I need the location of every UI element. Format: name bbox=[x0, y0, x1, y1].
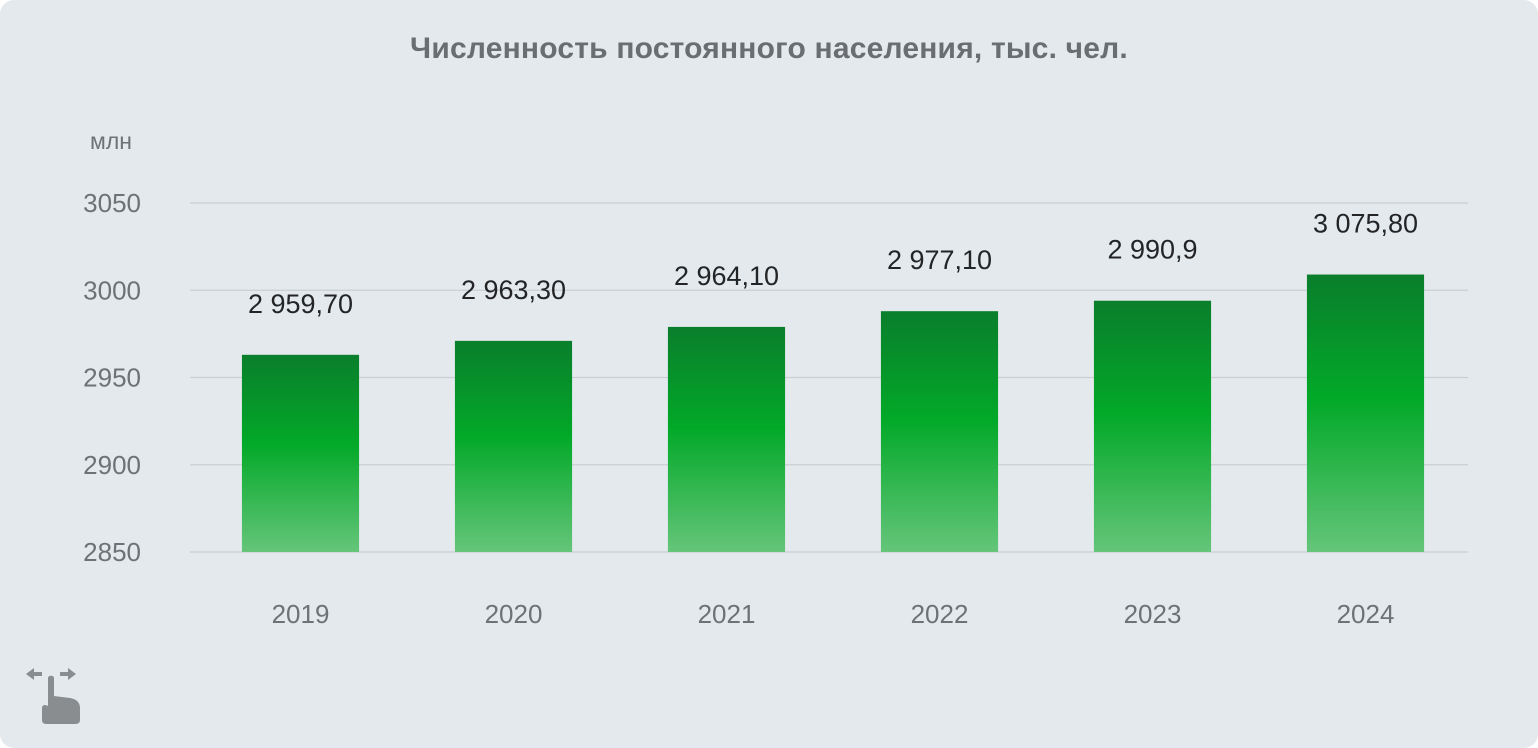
data-label-2024: 3 075,80 bbox=[1313, 209, 1418, 239]
data-label-2021: 2 964,10 bbox=[674, 261, 779, 291]
y-tick-label: 3050 bbox=[83, 188, 141, 218]
data-label-2020: 2 963,30 bbox=[461, 275, 566, 305]
y-tick-label: 2850 bbox=[83, 537, 141, 567]
data-label-2019: 2 959,70 bbox=[248, 289, 353, 319]
bar-2024 bbox=[1306, 274, 1425, 552]
x-tick-2022: 2022 bbox=[911, 599, 969, 629]
x-tick-2020: 2020 bbox=[485, 599, 543, 629]
x-tick-2023: 2023 bbox=[1124, 599, 1182, 629]
bar-2023 bbox=[1093, 300, 1212, 552]
x-axis-ticks: 2019 2020 2021 2022 2023 2024 bbox=[272, 599, 1395, 629]
swipe-hand-icon bbox=[26, 668, 80, 724]
y-tick-label: 2900 bbox=[83, 450, 141, 480]
data-label-2023: 2 990,9 bbox=[1107, 235, 1197, 265]
bars bbox=[241, 274, 1425, 552]
x-tick-2024: 2024 bbox=[1337, 599, 1395, 629]
bar-2019 bbox=[241, 354, 360, 552]
y-tick-label: 3000 bbox=[83, 275, 141, 305]
bar-2020 bbox=[454, 340, 573, 552]
x-tick-2019: 2019 bbox=[272, 599, 330, 629]
data-label-2022: 2 977,10 bbox=[887, 245, 992, 275]
bar-2022 bbox=[880, 311, 999, 552]
bar-2021 bbox=[667, 326, 786, 552]
y-tick-label: 2950 bbox=[83, 363, 141, 393]
grid-lines bbox=[190, 202, 1468, 553]
y-axis-unit-label: млн bbox=[90, 128, 132, 154]
x-tick-2021: 2021 bbox=[698, 599, 756, 629]
y-axis-ticks: 3050 3000 2950 2900 2850 bbox=[83, 188, 141, 567]
chart-title: Численность постоянного населения, тыс. … bbox=[410, 32, 1128, 65]
data-labels: 2 959,70 2 963,30 2 964,10 2 977,10 2 990,9 3… bbox=[248, 209, 1418, 319]
